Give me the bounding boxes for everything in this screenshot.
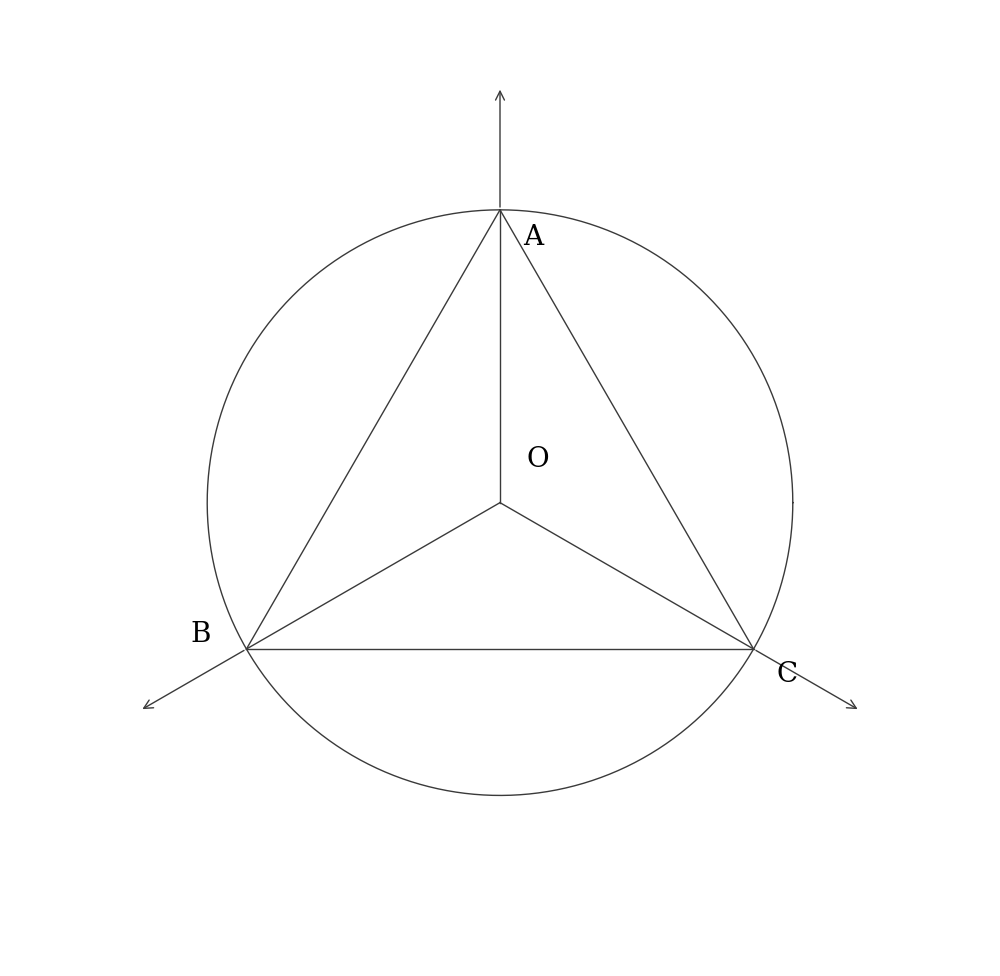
- Text: B: B: [191, 621, 211, 648]
- Text: O: O: [526, 446, 549, 473]
- Text: A: A: [523, 224, 544, 252]
- Text: C: C: [777, 661, 798, 688]
